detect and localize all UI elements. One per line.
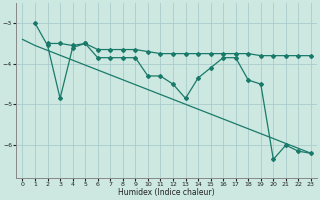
X-axis label: Humidex (Indice chaleur): Humidex (Indice chaleur) [118, 188, 215, 197]
